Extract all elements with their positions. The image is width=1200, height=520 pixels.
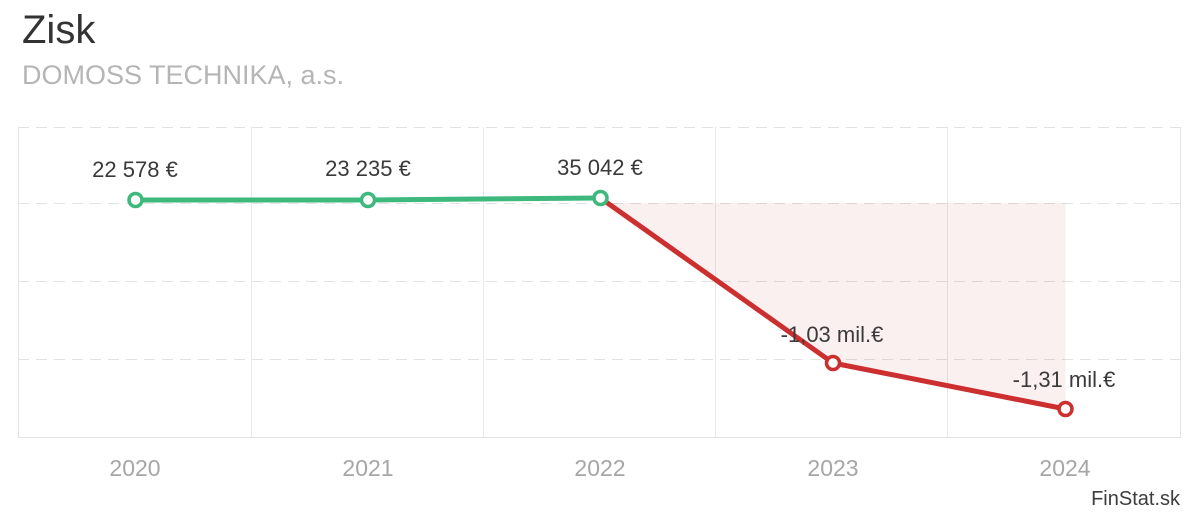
plot-border bbox=[18, 127, 1181, 438]
marker-2024[interactable] bbox=[1057, 400, 1074, 418]
chart-canvas bbox=[18, 127, 1181, 438]
marker-2021[interactable] bbox=[359, 191, 377, 209]
x-tick-2022: 2022 bbox=[574, 455, 626, 481]
marker-2022[interactable] bbox=[592, 189, 609, 207]
x-tick-2023: 2023 bbox=[807, 455, 859, 481]
finstat-watermark-link[interactable]: FinStat.sk bbox=[1091, 488, 1180, 510]
plot-area bbox=[18, 127, 1181, 438]
chart-subtitle: DOMOSS TECHNIKA, a.s. bbox=[22, 60, 345, 90]
data-point-markers bbox=[127, 189, 1074, 418]
chart-title: Zisk bbox=[22, 8, 96, 52]
x-tick-2024: 2024 bbox=[1039, 455, 1091, 481]
x-tick-2021: 2021 bbox=[342, 455, 394, 481]
marker-2023[interactable] bbox=[824, 354, 842, 372]
marker-2020[interactable] bbox=[127, 191, 144, 209]
negative-area-fill bbox=[600, 203, 1066, 409]
x-tick-2020: 2020 bbox=[109, 455, 161, 481]
